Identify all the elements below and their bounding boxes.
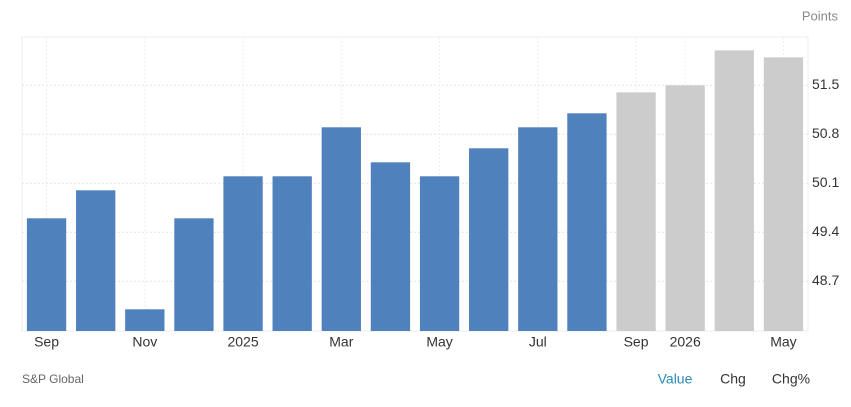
bar bbox=[174, 218, 214, 331]
x-tick-label: May bbox=[770, 334, 796, 350]
unit-label: Points bbox=[802, 8, 839, 23]
bar bbox=[125, 309, 165, 331]
x-tick-label: 2026 bbox=[670, 334, 701, 350]
bar bbox=[763, 57, 804, 332]
bar bbox=[469, 148, 509, 331]
x-tick-label: Sep bbox=[624, 334, 649, 350]
plot-frame bbox=[21, 36, 809, 332]
bar bbox=[518, 127, 558, 331]
bar bbox=[26, 218, 67, 331]
bar bbox=[665, 85, 705, 331]
bar bbox=[321, 127, 361, 331]
bar bbox=[616, 92, 656, 331]
bar bbox=[272, 176, 312, 331]
x-tick-label: Mar bbox=[329, 334, 353, 350]
bar bbox=[714, 50, 754, 332]
y-tick-label: 51.5 bbox=[812, 76, 839, 92]
toggle-button[interactable]: Chg% bbox=[772, 371, 810, 387]
y-tick-label: 48.7 bbox=[812, 272, 839, 288]
y-tick-label: 50.8 bbox=[812, 125, 839, 141]
bar bbox=[370, 162, 411, 331]
y-tick-label: 49.4 bbox=[812, 223, 839, 239]
toggle-button[interactable]: Chg bbox=[720, 371, 746, 387]
bar bbox=[223, 176, 263, 331]
bar bbox=[419, 176, 460, 331]
source: S&P Global bbox=[22, 372, 84, 386]
x-tick-label: 2025 bbox=[227, 334, 258, 350]
x-tick-label: Sep bbox=[34, 334, 59, 350]
y-tick-label: 50.1 bbox=[812, 174, 839, 190]
bar bbox=[76, 190, 116, 331]
toggle-button[interactable]: Value bbox=[658, 371, 693, 387]
bar bbox=[567, 113, 607, 331]
x-tick-label: May bbox=[426, 334, 452, 350]
x-tick-label: Nov bbox=[132, 334, 157, 350]
x-tick-label: Jul bbox=[529, 334, 547, 350]
